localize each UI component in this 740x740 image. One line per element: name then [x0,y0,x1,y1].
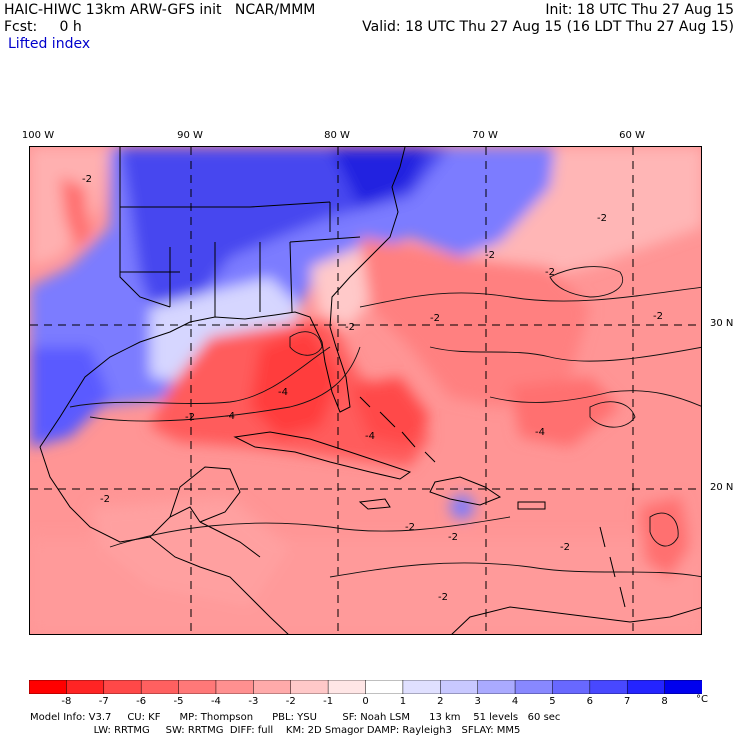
field-shading [30,147,701,634]
model-info-line2: LW: RRTMG SW: RRTMG DIFF: full KM: 2D Sm… [30,725,521,736]
colorbar-swatch [589,680,628,694]
contour-label: -2 [448,532,458,543]
colorbar-swatch [66,680,105,694]
colorbar-swatch [514,680,554,694]
lon-label-70w: 70 W [472,130,498,141]
contours [69,266,701,578]
colorbar [29,680,702,694]
colorbar-tick-label: 7 [624,696,631,707]
model-title: HAIC-HIWC 13km ARW-GFS init NCAR/MMM [4,2,316,18]
contour-label: -2 [597,213,607,224]
colorbar-tick-label: -4 [210,696,221,707]
colorbar-swatch [140,680,180,694]
lon-label-90w: 90 W [177,130,203,141]
model-info-line1: Model Info: V3.7 CU: KF MP: Thompson PBL… [30,712,561,723]
contour-label: -2 [345,322,355,333]
colorbar-swatch [402,680,442,694]
colorbar-tick-label: 8 [661,696,668,707]
lon-label-80w: 80 W [324,130,350,141]
contour-label: -2 [405,522,415,533]
colorbar-swatch [253,680,292,694]
map-canvas: -2 -2 -4 -2 -4 -2 -4 -2 -2 -2 -2 -2 -2 -… [30,147,701,634]
colorbar-tick-label: 6 [586,696,594,707]
colorbar-swatch [29,680,68,694]
contour-label: -2 [485,250,495,261]
init-time: Init: 18 UTC Thu 27 Aug 15 [545,2,734,18]
colorbar-swatch [103,680,142,694]
colorbar-tick-label: -6 [136,696,147,707]
contour-label: -2 [82,174,92,185]
colorbar-tick-label: -5 [173,696,184,707]
contour-label: -4 [535,427,545,438]
colorbar-swatch [440,680,479,694]
colorbar-tick-label: 5 [549,696,556,707]
colorbar-unit: °C [696,694,708,705]
colorbar-swatch [664,680,702,694]
lat-label-30n: 30 N [710,318,734,329]
field-name: Lifted index [8,36,91,52]
contour-label: -2 [545,267,555,278]
contour-label: -2 [438,592,448,603]
contour-label: -2 [560,542,570,553]
colorbar-swatch [552,680,591,694]
colorbar-tick-label: 0 [362,696,369,707]
contour-label: -4 [278,387,288,398]
contour-label: -4 [225,411,235,422]
colorbar-swatch [215,680,255,694]
colorbar-tick-label: -8 [61,696,72,707]
colorbar-tick-label: -1 [323,696,334,707]
contour-label: -4 [365,431,375,442]
colorbar-swatch [477,680,516,694]
colorbar-swatch [365,680,404,694]
lon-label-60w: 60 W [619,130,645,141]
colorbar-swatch [626,680,666,694]
lat-lon-grid [30,147,701,634]
colorbar-tick-label: 3 [474,696,481,707]
colorbar-tick-label: 2 [437,696,444,707]
contour-label: -2 [430,313,440,324]
forecast-hour: Fcst: 0 h [4,19,82,35]
coastlines [39,147,701,634]
colorbar-swatch [290,680,329,694]
contour-labels: -2 -2 -4 -2 -4 -2 -4 -2 -2 -2 -2 -2 -2 -… [82,174,663,603]
lon-label-100w: 100 W [21,130,55,141]
colorbar-tick-label: -7 [98,696,109,707]
colorbar-swatch [178,680,217,694]
colorbar-tick-label: 1 [399,696,407,707]
colorbar-tick-label: -3 [248,696,259,707]
colorbar-tick-label: 4 [511,696,519,707]
colorbar-swatch [327,680,367,694]
contour-label: -2 [653,311,663,322]
contour-label: -2 [185,412,195,423]
lat-label-20n: 20 N [710,482,734,493]
colorbar-tick-label: -2 [285,696,296,707]
contour-label: -2 [100,494,110,505]
valid-time: Valid: 18 UTC Thu 27 Aug 15 (16 LDT Thu … [362,19,734,35]
lifted-index-map: -2 -2 -4 -2 -4 -2 -4 -2 -2 -2 -2 -2 -2 -… [29,146,702,635]
